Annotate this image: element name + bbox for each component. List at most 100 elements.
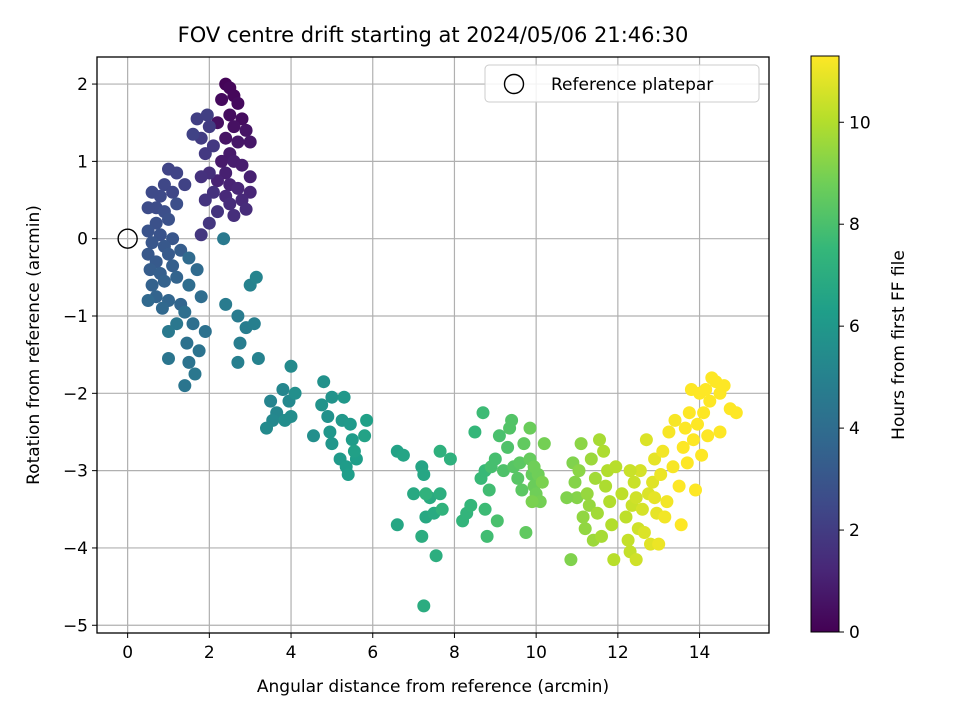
- data-point: [627, 475, 641, 489]
- data-point: [231, 135, 245, 149]
- x-tick-label: 0: [122, 643, 133, 663]
- data-point: [198, 193, 212, 207]
- data-point: [215, 154, 229, 168]
- data-point: [433, 444, 447, 458]
- y-tick-label: −4: [63, 539, 88, 559]
- data-point: [590, 506, 604, 520]
- data-point: [525, 495, 539, 509]
- x-tick-label: 6: [367, 643, 378, 663]
- data-point: [194, 228, 208, 242]
- data-point: [699, 383, 713, 396]
- data-point: [145, 278, 159, 292]
- data-point: [607, 553, 621, 567]
- data-point: [343, 417, 357, 431]
- data-point: [576, 510, 590, 524]
- data-point: [223, 197, 237, 211]
- data-point: [701, 429, 715, 443]
- data-point: [674, 518, 688, 532]
- y-axis-label: Rotation from reference (arcmin): [24, 205, 44, 485]
- data-point: [233, 336, 247, 350]
- colorbar-tick-label: 10: [849, 113, 871, 133]
- data-point: [658, 510, 672, 524]
- data-point: [227, 209, 241, 222]
- data-point: [231, 96, 245, 110]
- y-tick-label: −1: [63, 307, 88, 327]
- data-point: [662, 425, 676, 439]
- data-point: [672, 479, 686, 493]
- data-point: [206, 139, 220, 153]
- data-point: [513, 456, 527, 470]
- data-point: [691, 417, 704, 431]
- x-tick-label: 12: [607, 643, 629, 663]
- data-point: [251, 352, 265, 365]
- data-point: [623, 464, 637, 478]
- data-point: [202, 120, 216, 134]
- data-point: [200, 108, 214, 122]
- data-point: [243, 170, 257, 184]
- data-point: [527, 460, 541, 474]
- data-point: [360, 413, 374, 427]
- data-point: [419, 487, 433, 501]
- data-point: [227, 120, 241, 134]
- data-point: [231, 309, 245, 323]
- data-point: [153, 228, 167, 242]
- data-point: [141, 201, 155, 215]
- data-points: [117, 77, 743, 613]
- data-point: [219, 131, 233, 145]
- x-tick-label: 10: [525, 643, 547, 663]
- data-point: [619, 510, 633, 524]
- data-point: [219, 166, 233, 180]
- legend-entry-reference: Reference platepar: [551, 75, 713, 95]
- data-point: [211, 205, 224, 219]
- data-point: [490, 514, 504, 528]
- data-point: [488, 452, 502, 466]
- colorbar-tick-label: 4: [849, 419, 860, 439]
- data-point: [572, 464, 586, 478]
- data-point: [276, 383, 290, 396]
- data-point: [192, 344, 206, 358]
- data-point: [637, 526, 651, 539]
- data-point: [570, 491, 584, 505]
- x-tick-label: 8: [449, 643, 460, 663]
- data-point: [609, 460, 623, 474]
- data-point: [656, 444, 670, 458]
- data-point: [713, 425, 727, 439]
- y-tick-label: −5: [63, 616, 88, 636]
- data-point: [635, 502, 649, 516]
- data-point: [141, 224, 155, 238]
- data-point: [198, 147, 212, 161]
- colorbar-label: Hours from first FF file: [889, 250, 909, 440]
- data-point: [178, 178, 192, 192]
- data-point: [141, 247, 155, 261]
- data-point: [186, 317, 200, 331]
- data-point: [417, 599, 431, 613]
- data-point: [648, 452, 662, 466]
- data-point: [239, 202, 253, 216]
- data-point: [194, 290, 208, 304]
- data-point: [162, 212, 175, 226]
- data-point: [211, 174, 224, 188]
- data-point: [517, 437, 531, 451]
- data-point: [215, 93, 229, 106]
- data-point: [235, 158, 249, 172]
- data-point: [249, 270, 263, 284]
- data-point: [621, 533, 635, 547]
- data-point: [497, 464, 510, 478]
- data-point: [595, 529, 608, 543]
- data-point: [433, 487, 447, 501]
- data-point: [243, 135, 257, 149]
- data-point: [639, 433, 653, 447]
- colorbar-tick-label: 6: [849, 317, 860, 337]
- data-point: [646, 475, 660, 489]
- data-point: [682, 406, 696, 420]
- data-point: [668, 413, 682, 427]
- data-point: [429, 549, 443, 563]
- data-point: [260, 421, 273, 435]
- data-point: [654, 468, 668, 481]
- x-tick-label: 14: [689, 643, 711, 663]
- data-point: [689, 483, 702, 497]
- data-point: [315, 398, 329, 412]
- data-point: [337, 390, 351, 404]
- data-point: [202, 216, 216, 230]
